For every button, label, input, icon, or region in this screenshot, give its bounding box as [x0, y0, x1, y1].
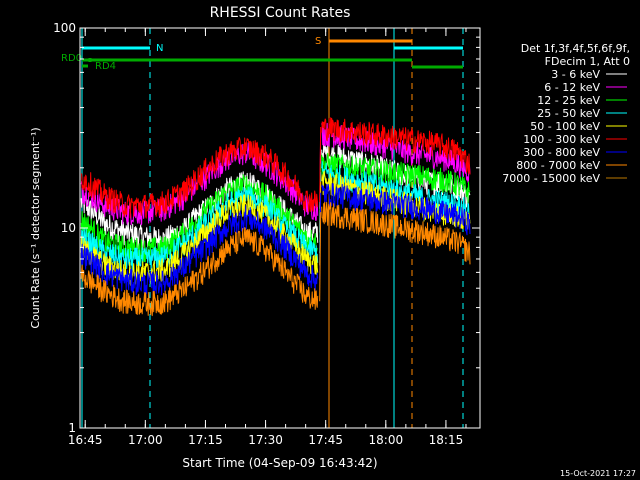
legend-label-0: 3 - 6 keV [551, 68, 600, 81]
legend-label-2: 12 - 25 keV [537, 94, 600, 107]
x-tick-label-5: 18:00 [369, 433, 404, 447]
legend-label-4: 50 - 100 keV [530, 120, 600, 133]
x-tick-label-2: 17:15 [188, 433, 223, 447]
y-tick-label-0: 1 [68, 421, 76, 435]
legend-label-5: 100 - 300 keV [523, 133, 600, 146]
legend-header-line-1: Det 1f,3f,4f,5f,6f,9f, [521, 42, 630, 55]
x-tick-label-4: 17:45 [308, 433, 343, 447]
legend: Det 1f,3f,4f,5f,6f,9f, FDecim 1, Att 0 3… [502, 42, 630, 185]
y-tick-label-1: 10 [61, 221, 76, 235]
y-tick-label-2: 100 [53, 21, 76, 35]
series-line-5 [80, 117, 471, 219]
annotation-rd0: RD0 [61, 53, 82, 64]
legend-header-line-2: FDecim 1, Att 0 [545, 55, 630, 68]
legend-label-7: 800 - 7000 keV [516, 159, 600, 172]
x-tick-label-3: 17:30 [248, 433, 283, 447]
x-tick-label-0: 16:45 [68, 433, 103, 447]
footer-timestamp: 15-Oct-2021 17:27 [560, 469, 636, 478]
y-axis-label: Count Rate (s⁻¹ detector segment⁻¹) [29, 127, 42, 328]
chart-title: RHESSI Count Rates [210, 5, 351, 21]
legend-label-1: 6 - 12 keV [544, 81, 600, 94]
legend-label-3: 25 - 50 keV [537, 107, 600, 120]
annotation-n: N [156, 43, 163, 54]
x-axis-label: Start Time (04-Sep-09 16:43:42) [182, 456, 377, 470]
legend-label-8: 7000 - 15000 keV [502, 172, 600, 185]
series-line-2 [80, 152, 471, 263]
series-spike-7 [319, 212, 322, 302]
annotation-s: S [315, 36, 321, 47]
series-line-7 [80, 201, 471, 317]
x-tick-label-1: 17:00 [128, 433, 163, 447]
x-tick-label-6: 18:15 [429, 433, 464, 447]
series-line-6 [80, 183, 471, 297]
legend-label-6: 300 - 800 keV [523, 146, 600, 159]
plot-area: N S RD0 RD4 16:45 17:00 17:15 17:30 17:45 18:00 1… [53, 21, 481, 447]
series-spike-5 [319, 126, 322, 202]
annotation-rd4: RD4 [95, 61, 116, 72]
